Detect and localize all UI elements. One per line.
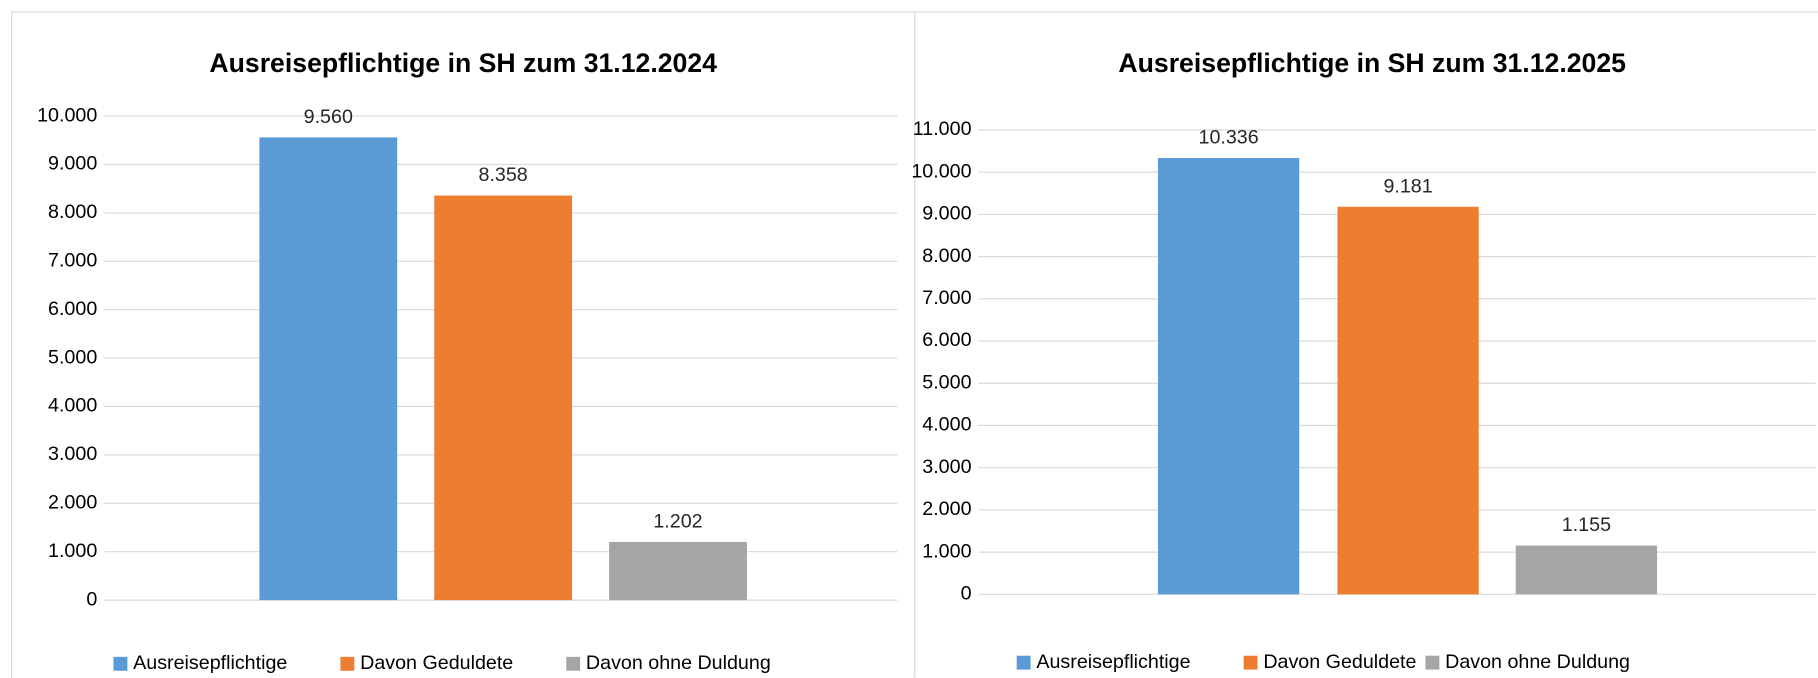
legend-swatch bbox=[1016, 655, 1031, 670]
y-tick-label: 7.000 bbox=[48, 250, 97, 272]
y-tick-label: 8.000 bbox=[48, 201, 97, 223]
y-tick-label: 10.000 bbox=[37, 104, 97, 126]
data-label: 1.155 bbox=[1562, 514, 1611, 536]
data-label: 9.560 bbox=[304, 106, 353, 128]
legend-label: Davon ohne Duldung bbox=[1445, 651, 1630, 673]
bar bbox=[1157, 158, 1300, 595]
y-tick-label: 9.000 bbox=[48, 153, 97, 175]
y-tick-label: 6.000 bbox=[922, 329, 971, 351]
legend-swatch bbox=[113, 656, 128, 671]
y-tick-label: 5.000 bbox=[48, 346, 97, 368]
legend-label: Davon Geduldete bbox=[360, 652, 513, 674]
y-tick-label: 2.000 bbox=[48, 492, 97, 514]
legend-swatch bbox=[1243, 655, 1258, 670]
y-tick-label: 0 bbox=[86, 588, 97, 610]
y-tick-label: 5.000 bbox=[922, 371, 971, 393]
y-tick-label: 3.000 bbox=[48, 443, 97, 465]
bar bbox=[1337, 206, 1479, 595]
legend-swatch bbox=[340, 656, 355, 671]
y-tick-label: 7.000 bbox=[922, 287, 971, 309]
legend-label: Davon Geduldete bbox=[1263, 651, 1416, 673]
chart-title: Ausreisepflichtige in SH zum 31.12.2024 bbox=[209, 48, 717, 78]
y-tick-label: 11.000 bbox=[913, 118, 972, 140]
y-tick-label: 4.000 bbox=[922, 414, 971, 436]
legend-label: Ausreisepflichtige bbox=[1036, 651, 1190, 673]
y-tick-label: 2.000 bbox=[922, 498, 971, 520]
legend-swatch bbox=[566, 656, 581, 671]
data-label: 9.181 bbox=[1383, 175, 1432, 197]
y-tick-label: 9.000 bbox=[922, 203, 971, 225]
y-tick-label: 10.000 bbox=[911, 160, 971, 182]
y-tick-label: 1.000 bbox=[48, 540, 97, 562]
bar bbox=[609, 541, 747, 601]
data-label: 10.336 bbox=[1199, 127, 1259, 149]
legend-label: Davon ohne Duldung bbox=[586, 652, 771, 674]
y-tick-label: 1.000 bbox=[922, 540, 971, 562]
data-label: 8.358 bbox=[479, 164, 528, 186]
data-label: 1.202 bbox=[653, 510, 702, 532]
bar bbox=[434, 195, 573, 601]
bar bbox=[259, 137, 398, 601]
y-tick-label: 8.000 bbox=[922, 245, 971, 267]
legend-label: Ausreisepflichtige bbox=[133, 652, 287, 674]
y-tick-label: 6.000 bbox=[48, 298, 97, 320]
legend-swatch bbox=[1425, 655, 1440, 670]
chart-title: Ausreisepflichtige in SH zum 31.12.2025 bbox=[1118, 48, 1626, 78]
y-tick-label: 3.000 bbox=[922, 456, 971, 478]
y-tick-label: 0 bbox=[961, 583, 972, 605]
bar bbox=[1515, 545, 1658, 595]
panel-frame bbox=[11, 11, 1818, 678]
y-tick-label: 4.000 bbox=[48, 395, 97, 417]
